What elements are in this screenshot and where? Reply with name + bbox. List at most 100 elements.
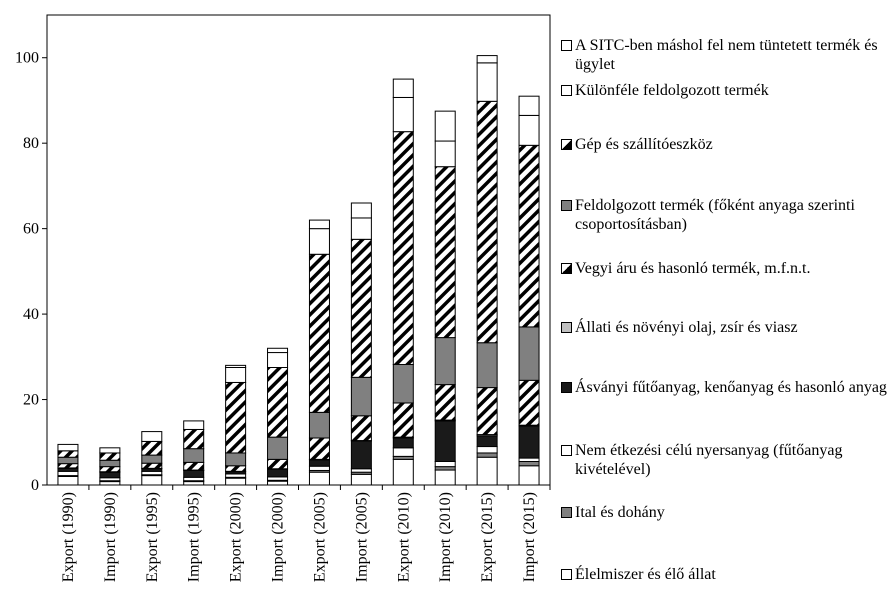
bar-segment: [350, 473, 372, 486]
y-tick-label: 40: [23, 306, 39, 323]
bar-segment: [476, 446, 498, 454]
bar-segment: [308, 253, 330, 413]
bar-segment: [476, 62, 498, 102]
bar-segment: [392, 96, 414, 133]
bar-segment: [183, 469, 205, 478]
bar-segment: [183, 481, 205, 486]
bar-segment: [57, 450, 79, 458]
bar-segment: [434, 469, 456, 486]
bar-segment: [476, 55, 498, 64]
legend-label: Állati és növényi olaj, zsír és viasz: [575, 319, 798, 336]
bar-segment: [476, 456, 498, 486]
bar-segment: [141, 431, 163, 442]
legend-swatch: [561, 85, 572, 96]
y-tick-label: 60: [23, 221, 39, 238]
bar-segment: [392, 458, 414, 486]
bar-segment: [518, 144, 540, 328]
bar-segment: [57, 475, 79, 486]
bar-segment: [225, 452, 247, 467]
x-tick-label: Export (2005): [311, 492, 328, 582]
bar-segment: [267, 367, 289, 438]
legend-item: Feldolgozott termék (főként anyaga szeri…: [561, 196, 891, 234]
bar-segment: [99, 447, 121, 454]
bar-segment: [141, 440, 163, 456]
bar-segment: [350, 376, 372, 417]
legend-label: Élelmiszer és élő állat: [575, 566, 716, 583]
bar-segment: [99, 466, 121, 473]
x-tick-label: Import (1990): [102, 492, 119, 582]
legend-swatch: [561, 569, 572, 580]
legend-item: Gép és szállítóeszköz: [561, 135, 891, 154]
bar-segment: [434, 466, 456, 471]
legend-label: Ásványi fűtőanyag, kenőanyag és hasonló …: [575, 379, 887, 396]
x-tick-label: Export (2010): [395, 492, 412, 582]
legend-swatch: [561, 139, 572, 150]
bar-segment: [225, 367, 247, 383]
x-tick-label: Export (2015): [479, 492, 496, 582]
bar-segment: [308, 411, 330, 439]
bar-segment: [308, 471, 330, 486]
bar-segment: [267, 436, 289, 460]
bar-segment: [99, 481, 121, 486]
bar-segment: [141, 470, 163, 476]
legend-item: Vegyi áru és hasonló termék, m.f.n.t.: [561, 259, 891, 278]
legend-label: Gép és szállítóeszköz: [575, 136, 713, 153]
bar-segment: [434, 420, 456, 462]
bar-segment: [392, 364, 414, 404]
bar-segment: [308, 219, 330, 230]
bar-segment: [308, 437, 330, 460]
bar-segment: [183, 448, 205, 463]
bar-segment: [392, 447, 414, 457]
x-tick-label: Import (2015): [521, 492, 538, 582]
legend-label: Ital és dohány: [575, 504, 665, 521]
legend-swatch: [561, 40, 572, 51]
bar-segment: [99, 459, 121, 468]
bar-segment: [141, 462, 163, 469]
legend-swatch: [561, 507, 572, 518]
bar-segment: [267, 476, 289, 481]
bar-segment: [518, 326, 540, 381]
bar-segment: [57, 463, 79, 469]
legend-swatch: [561, 445, 572, 456]
bar-segment: [518, 379, 540, 426]
y-tick-label: 20: [23, 392, 39, 409]
bar-segment: [392, 437, 414, 449]
bar-segment: [308, 459, 330, 467]
bar-segment: [434, 140, 456, 168]
bar-segment: [350, 238, 372, 378]
legend-item: Ásványi fűtőanyag, kenőanyag és hasonló …: [561, 378, 891, 397]
legend-label: Vegyi áru és hasonló termék, m.f.n.t.: [575, 260, 811, 277]
legend-item: Nem étkezési célú nyersanyag (fűtőanyag …: [561, 441, 891, 479]
y-tick-label: 100: [15, 50, 39, 67]
bar-segment: [267, 458, 289, 470]
bar-segment: [99, 471, 121, 479]
bar-segment: [476, 387, 498, 436]
legend-item: Ital és dohány: [561, 503, 891, 522]
bar-segment: [267, 347, 289, 354]
bar-segment: [350, 202, 372, 219]
bar-segment: [350, 217, 372, 240]
bar-segment: [434, 110, 456, 142]
bar-segment: [476, 100, 498, 344]
bar-segment: [308, 228, 330, 255]
bar-segment: [350, 468, 372, 473]
bar-segment: [225, 477, 247, 486]
bar-segment: [99, 452, 121, 461]
bar-segment: [434, 461, 456, 468]
legend-swatch: [561, 200, 572, 211]
bar-segment: [350, 415, 372, 442]
bar-segment: [476, 435, 498, 448]
bar-segment: [267, 480, 289, 486]
x-tick-label: Import (1995): [186, 492, 203, 582]
bar-segment: [225, 381, 247, 454]
bar-segment: [518, 465, 540, 486]
bar-segment: [518, 461, 540, 467]
bar-segment: [183, 461, 205, 471]
x-tick-label: Import (2010): [437, 492, 454, 582]
bar-segment: [225, 364, 247, 369]
legend-label: Feldolgozott termék (főként anyaga szeri…: [575, 197, 855, 233]
x-tick-label: Import (2005): [353, 492, 370, 582]
bar-segment: [518, 425, 540, 459]
